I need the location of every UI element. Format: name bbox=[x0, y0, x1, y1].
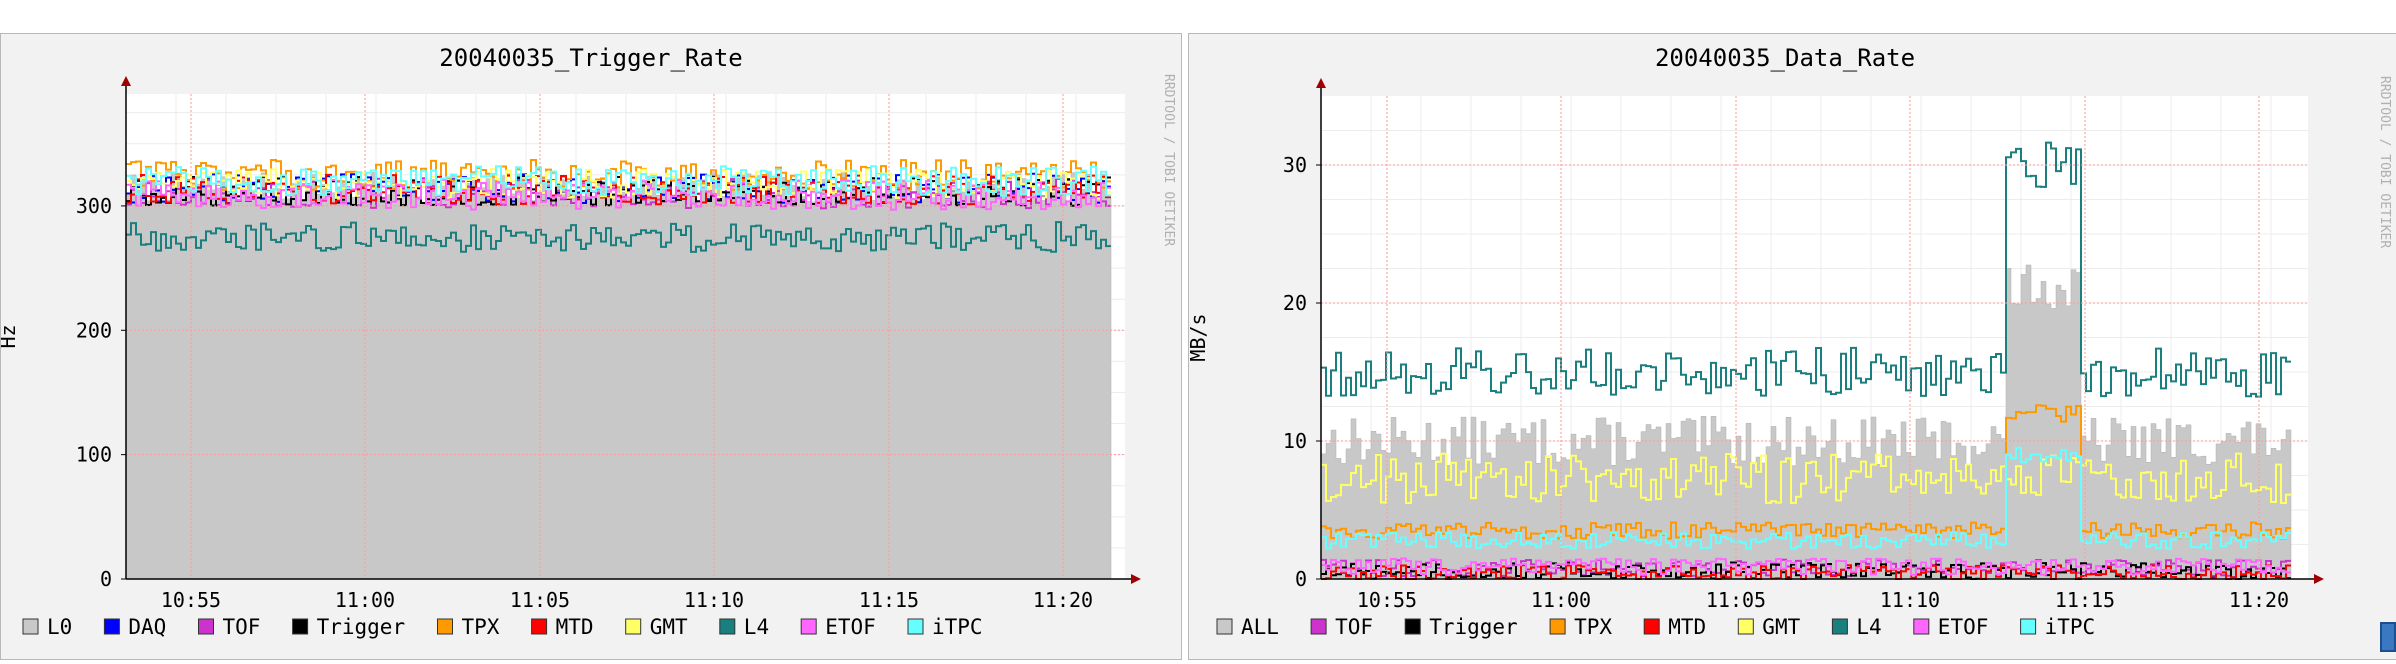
x-tick-label: 10:55 bbox=[1357, 588, 1417, 612]
legend-label-trigger: Trigger bbox=[1429, 615, 1518, 639]
legend-label-daq: DAQ bbox=[128, 615, 166, 639]
legend-swatch-tpx bbox=[437, 618, 453, 635]
legend-label-tpx: TPX bbox=[1574, 615, 1612, 639]
series-line-gmt bbox=[1321, 452, 2291, 505]
y-tick-label: 200 bbox=[76, 318, 112, 342]
legend-label-tpx: TPX bbox=[462, 615, 500, 639]
x-tick-label: 11:10 bbox=[1880, 588, 1940, 612]
x-tick-label: 11:15 bbox=[859, 588, 919, 612]
y-tick-label: 300 bbox=[76, 194, 112, 218]
legend-swatch-gmt bbox=[1737, 618, 1754, 635]
legend-swatch-tpx bbox=[1549, 618, 1566, 635]
legend-swatch-gmt bbox=[625, 618, 642, 635]
legend-swatch-all bbox=[1216, 618, 1233, 635]
watermark: RRDTOOL / TOBI OETIKER bbox=[2377, 76, 2392, 248]
legend-label-etof: ETOF bbox=[825, 615, 876, 639]
series-area-all bbox=[1320, 264, 2292, 580]
series-line-tpx bbox=[126, 158, 1111, 191]
legend-swatch-etof bbox=[1913, 618, 1930, 635]
legend-label-tof: TOF bbox=[223, 615, 261, 639]
y-axis-label: MB/s bbox=[1189, 313, 1210, 361]
series-line-itpc bbox=[1321, 446, 2291, 550]
series-line-l4 bbox=[1321, 141, 2291, 398]
chart-title: 20040035_Trigger_Rate bbox=[439, 44, 742, 72]
x-tick-label: 11:10 bbox=[684, 588, 744, 612]
legend-label-trigger: Trigger bbox=[317, 615, 406, 639]
legend-swatch-mtd bbox=[1643, 618, 1660, 635]
y-axis-arrow bbox=[1316, 78, 1326, 88]
x-tick-label: 11:20 bbox=[1033, 588, 1093, 612]
series-line-tpx bbox=[1321, 404, 2291, 540]
legend-label-l0: L0 bbox=[47, 615, 72, 639]
y-tick-label: 30 bbox=[1283, 153, 1307, 177]
legend-swatch-l0 bbox=[22, 618, 39, 635]
x-axis-arrow bbox=[1131, 574, 1141, 584]
x-tick-label: 11:15 bbox=[2055, 588, 2115, 612]
legend-label-itpc: iTPC bbox=[932, 615, 983, 639]
legend-swatch-l4 bbox=[1831, 618, 1848, 635]
data-rate-chart: 20040035_Data_Rate MB/s RRDTOOL / TOBI OET… bbox=[1189, 44, 2392, 639]
watermark: RRDTOOL / TOBI OETIKER bbox=[1161, 74, 1176, 246]
series-line-etof bbox=[126, 178, 1111, 211]
x-tick-label: 11:05 bbox=[510, 588, 570, 612]
x-tick-label: 11:20 bbox=[2229, 588, 2289, 612]
series-line-etof bbox=[1321, 557, 2291, 576]
y-tick-label: 0 bbox=[1295, 567, 1307, 591]
legend-label-itpc: iTPC bbox=[2045, 615, 2096, 639]
series-area-l0 bbox=[125, 172, 1112, 580]
x-tick-label: 11:00 bbox=[335, 588, 395, 612]
chart-title: 20040035_Data_Rate bbox=[1655, 44, 1915, 72]
legend-swatch-trigger bbox=[292, 618, 309, 635]
y-tick-label: 0 bbox=[100, 567, 112, 591]
legend-label-mtd: MTD bbox=[556, 615, 594, 639]
legend-swatch-itpc bbox=[907, 618, 924, 635]
legend-swatch-etof bbox=[800, 618, 817, 635]
legend-swatch-tof bbox=[198, 618, 214, 635]
legend-swatch-daq bbox=[103, 618, 120, 635]
series-line-l4 bbox=[126, 221, 1111, 253]
legend-swatch-mtd bbox=[531, 618, 548, 635]
x-tick-label: 11:00 bbox=[1531, 588, 1591, 612]
y-tick-label: 10 bbox=[1283, 429, 1307, 453]
x-axis-arrow bbox=[2314, 574, 2324, 584]
x-tick-label: 10:55 bbox=[161, 588, 221, 612]
legend-swatch-tof bbox=[1310, 618, 1327, 635]
y-tick-label: 20 bbox=[1283, 291, 1307, 315]
legend-label-gmt: GMT bbox=[650, 615, 688, 639]
legend-label-tof: TOF bbox=[1335, 615, 1373, 639]
legend-label-all: ALL bbox=[1241, 615, 1279, 639]
x-tick-label: 11:05 bbox=[1706, 588, 1766, 612]
data-rate-panel: 20040035_Data_Rate MB/s RRDTOOL / TOBI OET… bbox=[1188, 33, 2396, 660]
series-line-itpc bbox=[126, 165, 1111, 197]
legend-label-l4: L4 bbox=[1856, 615, 1881, 639]
trigger-rate-panel: 20040035_Trigger_Rate Hz RRDTOOL / TOBI OE… bbox=[0, 33, 1182, 660]
legend-swatch-itpc bbox=[2020, 618, 2037, 635]
y-tick-label: 100 bbox=[76, 443, 112, 467]
legend-label-etof: ETOF bbox=[1938, 615, 1989, 639]
legend-label-l4: L4 bbox=[744, 615, 769, 639]
legend-label-mtd: MTD bbox=[1668, 615, 1706, 639]
y-axis-label: Hz bbox=[1, 324, 20, 348]
trigger-rate-chart: 20040035_Trigger_Rate Hz RRDTOOL / TOBI OE… bbox=[1, 44, 1176, 639]
legend-label-gmt: GMT bbox=[1762, 615, 1800, 639]
window-corner-icon[interactable] bbox=[2380, 622, 2396, 652]
y-axis-arrow bbox=[121, 76, 131, 86]
legend-swatch-trigger bbox=[1404, 618, 1421, 635]
legend-swatch-l4 bbox=[719, 618, 736, 635]
